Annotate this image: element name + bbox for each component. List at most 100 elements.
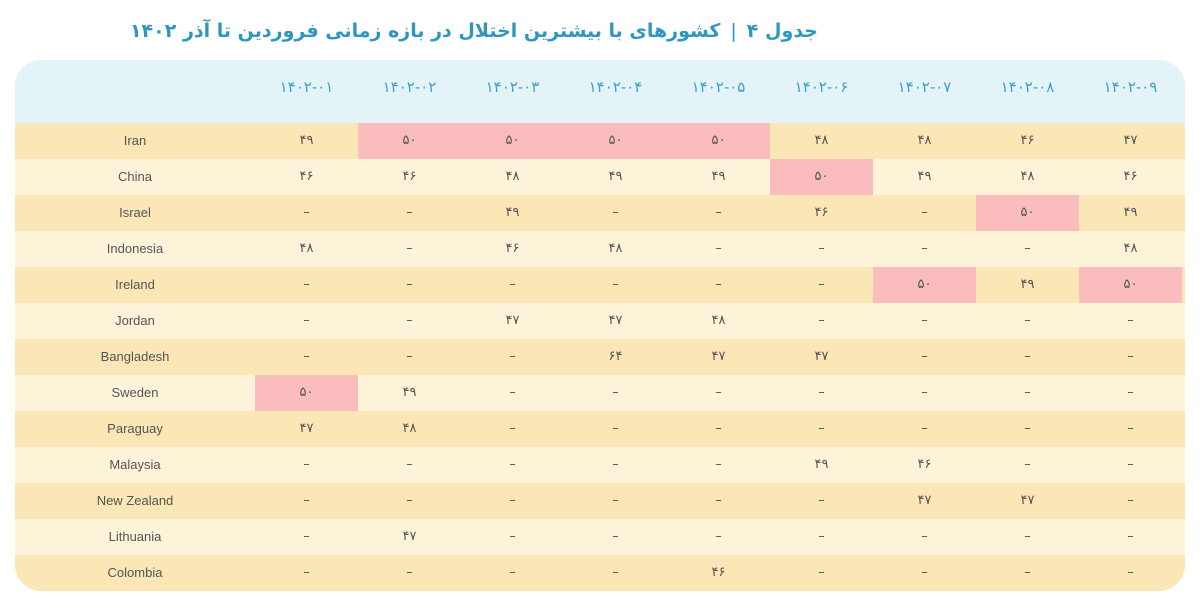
- value-cell: ۴۸: [1123, 241, 1138, 256]
- value-cell: ۴۷: [402, 529, 417, 544]
- value-cell: –: [715, 457, 722, 472]
- title-separator: |: [730, 20, 737, 42]
- value-cell: –: [921, 349, 928, 364]
- value-cell: –: [612, 421, 619, 436]
- highlighted-value-cell: ۵۰: [770, 159, 873, 195]
- table-row: Israel – – ۴۹ – – ۴۶ – ۵۰ ۴۹: [15, 195, 1185, 231]
- value-cell: –: [303, 529, 310, 544]
- value-cell: ۴۸: [711, 313, 726, 328]
- value-cell: –: [1024, 421, 1031, 436]
- highlighted-value-cell: ۵۰: [255, 375, 358, 411]
- value-cell: ۴۸: [402, 421, 417, 436]
- table-row: Iran ۴۹ ۵۰ ۵۰ ۵۰ ۵۰ ۴۸ ۴۸ ۴۶ ۴۷: [15, 123, 1185, 159]
- value-cell: ۴۸: [505, 169, 520, 184]
- highlighted-value-cell: ۵۰: [667, 123, 770, 159]
- country-name: Bangladesh: [100, 349, 170, 364]
- value-cell: –: [612, 565, 619, 580]
- table-title: جدول ۴ | کشورهای با بیشترین اختلال در با…: [130, 14, 818, 48]
- table-row: Colombia – – – – ۴۶ – – – –: [15, 555, 1185, 591]
- country-name: China: [118, 169, 152, 184]
- value-cell: ۴۷: [505, 313, 520, 328]
- value-cell: –: [1024, 565, 1031, 580]
- column-header: ۱۴۰۲-۰۵: [691, 78, 746, 96]
- value-cell: ۴۹: [299, 133, 314, 148]
- value-cell: –: [406, 457, 413, 472]
- value-cell: –: [303, 277, 310, 292]
- value-cell: –: [715, 529, 722, 544]
- value-cell: ۴۸: [1020, 169, 1035, 184]
- value-cell: ۴۹: [1123, 205, 1138, 220]
- value-cell: ۴۶: [1020, 133, 1035, 148]
- table-row: Jordan – – ۴۷ ۴۷ ۴۸ – – – –: [15, 303, 1185, 339]
- value-cell: –: [509, 385, 516, 400]
- table-caption: کشورهای با بیشترین اختلال در بازه زمانی …: [129, 20, 721, 42]
- value-cell: –: [1024, 241, 1031, 256]
- column-header: ۱۴۰۲-۰۲: [382, 78, 437, 96]
- highlighted-value-cell: ۵۰: [1079, 267, 1182, 303]
- value-cell: –: [1127, 313, 1134, 328]
- value-cell: –: [303, 457, 310, 472]
- table-number: جدول ۴: [746, 20, 818, 42]
- value-cell: ۴۹: [505, 205, 520, 220]
- value-cell: –: [1024, 457, 1031, 472]
- value-cell: –: [612, 277, 619, 292]
- country-name: Colombia: [107, 565, 163, 580]
- value-cell: –: [612, 493, 619, 508]
- value-cell: ۴۶: [1123, 169, 1138, 184]
- value-cell: –: [818, 421, 825, 436]
- value-cell: –: [406, 205, 413, 220]
- value-cell: –: [612, 457, 619, 472]
- value-cell: ۴۷: [299, 421, 314, 436]
- value-cell: –: [921, 205, 928, 220]
- table-row: Lithuania – ۴۷ – – – – – – –: [15, 519, 1185, 555]
- value-cell: –: [612, 529, 619, 544]
- value-cell: –: [715, 277, 722, 292]
- value-cell: –: [818, 313, 825, 328]
- value-cell: –: [818, 493, 825, 508]
- table-row: China ۴۶ ۴۶ ۴۸ ۴۹ ۴۹ ۵۰ ۴۹ ۴۸ ۴۶: [15, 159, 1185, 195]
- value-cell: –: [406, 313, 413, 328]
- table-row: Malaysia – – – – – ۴۹ ۴۶ – –: [15, 447, 1185, 483]
- value-cell: –: [406, 241, 413, 256]
- value-cell: ۴۷: [711, 349, 726, 364]
- value-cell: ۴۶: [711, 565, 726, 580]
- value-cell: ۴۹: [608, 169, 623, 184]
- value-cell: ۴۶: [402, 169, 417, 184]
- value-cell: –: [921, 241, 928, 256]
- value-cell: –: [921, 313, 928, 328]
- value-cell: –: [1127, 529, 1134, 544]
- column-header: ۱۴۰۲-۰۳: [485, 78, 540, 96]
- table-row: Paraguay ۴۷ ۴۸ – – – – – – –: [15, 411, 1185, 447]
- data-table: ۱۴۰۲-۰۱ ۱۴۰۲-۰۲ ۱۴۰۲-۰۳ ۱۴۰۲-۰۴ ۱۴۰۲-۰۵ ۱۴۰۲-…: [15, 60, 1185, 591]
- value-cell: ۴۹: [1020, 277, 1035, 292]
- value-cell: ۴۹: [711, 169, 726, 184]
- value-cell: –: [1024, 385, 1031, 400]
- value-cell: –: [921, 421, 928, 436]
- country-name: Jordan: [115, 313, 155, 328]
- column-header: ۱۴۰۲-۰۶: [794, 78, 849, 96]
- country-name: Paraguay: [107, 421, 163, 436]
- country-name: Indonesia: [106, 241, 164, 256]
- column-header: ۱۴۰۲-۰۷: [897, 78, 952, 96]
- value-cell: ۴۶: [299, 169, 314, 184]
- table-row: Bangladesh – – – ۶۴ ۴۷ ۴۷ – – –: [15, 339, 1185, 375]
- value-cell: –: [921, 529, 928, 544]
- value-cell: –: [1127, 457, 1134, 472]
- value-cell: –: [406, 565, 413, 580]
- value-cell: –: [509, 565, 516, 580]
- value-cell: –: [818, 565, 825, 580]
- value-cell: –: [509, 277, 516, 292]
- country-name: Israel: [119, 205, 151, 220]
- value-cell: ۴۸: [608, 241, 623, 256]
- value-cell: –: [715, 385, 722, 400]
- value-cell: –: [715, 493, 722, 508]
- value-cell: –: [612, 385, 619, 400]
- highlighted-value-cell: ۵۰: [358, 123, 461, 159]
- highlighted-value-cell: ۵۰: [461, 123, 564, 159]
- value-cell: –: [818, 385, 825, 400]
- value-cell: –: [612, 205, 619, 220]
- value-cell: –: [406, 493, 413, 508]
- country-name: Iran: [123, 133, 147, 148]
- value-cell: ۴۶: [505, 241, 520, 256]
- value-cell: ۴۸: [299, 241, 314, 256]
